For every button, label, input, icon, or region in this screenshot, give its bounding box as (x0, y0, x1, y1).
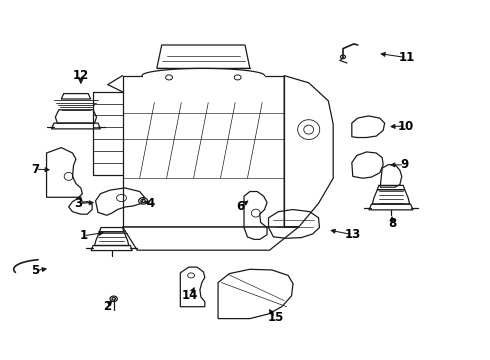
Text: 12: 12 (73, 69, 89, 82)
Text: 5: 5 (31, 264, 39, 277)
Text: 7: 7 (31, 163, 39, 176)
Text: 11: 11 (398, 51, 415, 64)
Text: 14: 14 (182, 289, 198, 302)
Text: 6: 6 (236, 201, 244, 213)
Text: 3: 3 (74, 197, 82, 210)
Text: 9: 9 (400, 158, 408, 171)
Text: 8: 8 (388, 217, 396, 230)
Text: 15: 15 (267, 311, 284, 324)
Text: 2: 2 (103, 300, 111, 313)
Text: 10: 10 (397, 120, 414, 132)
Text: 1: 1 (79, 229, 87, 242)
Text: 13: 13 (344, 228, 361, 241)
Text: 4: 4 (147, 197, 155, 210)
